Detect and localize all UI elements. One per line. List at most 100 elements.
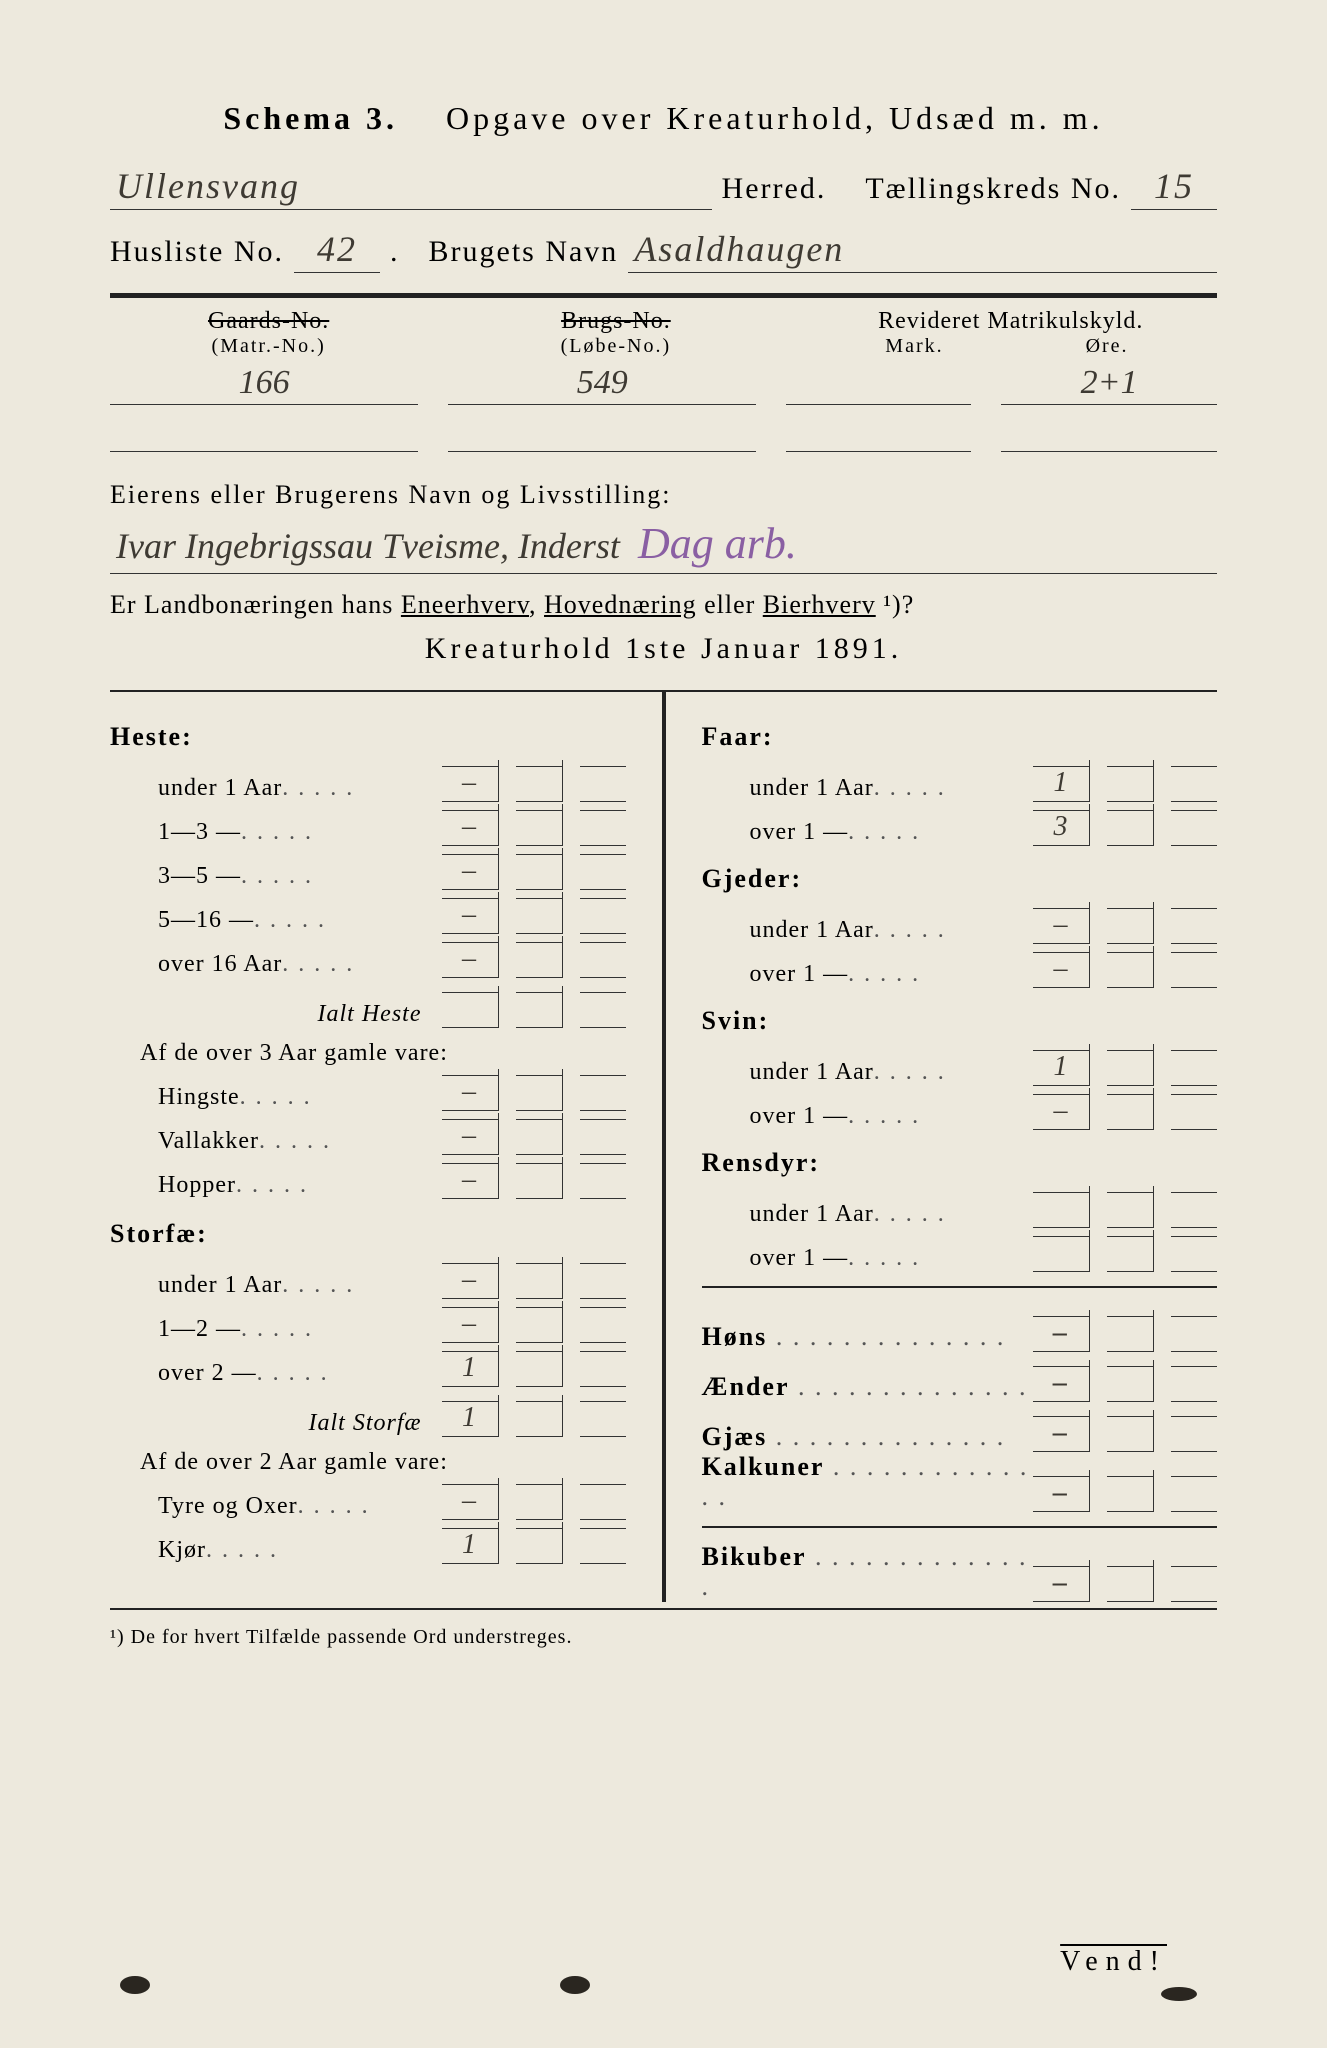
q-text-1: Er Landbonæringen hans	[110, 590, 401, 619]
heste-row-4-value: –	[442, 942, 498, 978]
simple-row-2-value: –	[1033, 1416, 1089, 1452]
owner-heading: Eierens eller Brugerens Navn og Livsstil…	[110, 480, 1217, 510]
rensdyr-row-1: over 1 —	[702, 1228, 1218, 1272]
heste-row-2: 3—5 — –	[110, 846, 626, 890]
footnote: ¹) De for hvert Tilfælde passende Ord un…	[110, 1626, 1217, 1649]
data-columns: Heste: under 1 Aar – 1—3 — – 3—5 — – 5—1…	[110, 690, 1217, 1602]
q-suffix: ¹)?	[883, 590, 914, 619]
husliste-label: Husliste No.	[110, 235, 284, 269]
divider-small	[702, 1286, 1218, 1288]
heste-row-1: 1—3 — –	[110, 802, 626, 846]
storfae-sub-row-1-label: Kjør	[110, 1537, 442, 1564]
owner-value: Ivar Ingebrigssau Tveisme, Inderst	[116, 525, 620, 567]
heste-sub-row-0-value: –	[442, 1075, 498, 1111]
simple-row-4-value: –	[1033, 1566, 1089, 1602]
svin-title: Svin:	[702, 1006, 1218, 1036]
simple-row-0-label: Høns	[702, 1322, 1034, 1352]
storfae-row-1-value: –	[442, 1307, 498, 1343]
storfae-total-row: Ialt Storfæ 1	[110, 1387, 626, 1437]
brugets-navn-value: Asaldhaugen	[628, 228, 1217, 273]
heste-sub-row-0: Hingste –	[110, 1067, 626, 1111]
kreaturhold-heading: Kreaturhold 1ste Januar 1891.	[110, 632, 1217, 666]
storfae-row-0: under 1 Aar –	[110, 1255, 626, 1299]
storfae-sub-row-0: Tyre og Oxer –	[110, 1476, 626, 1520]
schema-number: Schema 3.	[223, 100, 398, 136]
heste-row-0-value: –	[442, 766, 498, 802]
right-column: Faar: under 1 Aar 1 over 1 — 3 Gjeder: u…	[666, 692, 1218, 1602]
faar-row-0-value: 1	[1033, 766, 1089, 802]
rensdyr-row-0: under 1 Aar	[702, 1184, 1218, 1228]
gjeder-row-0-value: –	[1033, 908, 1089, 944]
storfae-row-0-label: under 1 Aar	[110, 1272, 442, 1299]
heste-row-3: 5—16 — –	[110, 890, 626, 934]
faar-row-1: over 1 — 3	[702, 802, 1218, 846]
matrikul-row-2	[110, 411, 1217, 452]
herred-label: Herred.	[722, 172, 827, 206]
simple-row-2: Gjæs –	[702, 1402, 1218, 1452]
heste-row-4: over 16 Aar –	[110, 934, 626, 978]
left-column: Heste: under 1 Aar – 1—3 — – 3—5 — – 5—1…	[110, 692, 662, 1602]
revideret-label: Revideret Matrikulskyld.	[805, 308, 1217, 335]
taellingskreds-label: Tællingskreds No.	[865, 172, 1121, 206]
gaards-no-label: Gaards-No.	[208, 308, 329, 334]
heste-sub-row-2: Hopper –	[110, 1155, 626, 1199]
mark-val-1	[786, 364, 971, 405]
opt-bierhverv: Bierhverv	[763, 590, 876, 619]
storfae-row-1: 1—2 — –	[110, 1299, 626, 1343]
gjeder-title: Gjeder:	[702, 864, 1218, 894]
matrikul-row-1: 166 549 2+1	[110, 364, 1217, 405]
storfae-sub-row-1-value: 1	[442, 1528, 498, 1564]
bottom-divider	[110, 1608, 1217, 1610]
heste-title: Heste:	[110, 722, 626, 752]
heste-row-3-label: 5—16 —	[110, 907, 442, 934]
header-block: Ullensvang Herred. Tællingskreds No. 15 …	[110, 165, 1217, 273]
brugs-val-1: 549	[448, 364, 756, 405]
ore-val-2	[1001, 411, 1217, 452]
taellingskreds-value: 15	[1131, 165, 1217, 210]
heste-row-3-value: –	[442, 898, 498, 934]
title-text: Opgave over Kreaturhold, Udsæd m. m.	[446, 100, 1104, 136]
storfae-row-0-value: –	[442, 1263, 498, 1299]
gjeder-row-0: under 1 Aar –	[702, 900, 1218, 944]
heste-row-2-value: –	[442, 854, 498, 890]
simple-row-1-label: Ænder	[702, 1372, 1034, 1402]
faar-row-1-value: 3	[1033, 810, 1089, 846]
heste-total-row: Ialt Heste	[110, 978, 626, 1028]
census-form-page: Schema 3. Opgave over Kreaturhold, Udsæd…	[0, 0, 1327, 2048]
form-title: Schema 3. Opgave over Kreaturhold, Udsæd…	[110, 100, 1217, 137]
svin-row-0-value: 1	[1033, 1050, 1089, 1086]
heste-row-4-label: over 16 Aar	[110, 951, 442, 978]
heste-sub-row-0-label: Hingste	[110, 1084, 442, 1111]
storfae-sub-row-0-label: Tyre og Oxer	[110, 1493, 442, 1520]
heste-sub-row-1-value: –	[442, 1119, 498, 1155]
storfae-sub-row-0-value: –	[442, 1484, 498, 1520]
heste-sub-heading: Af de over 3 Aar gamle vare:	[110, 1040, 626, 1067]
heste-sub-row-1-label: Vallakker	[110, 1128, 442, 1155]
opt-hovednaering: Hovednæring	[544, 590, 697, 619]
rensdyr-row-0-value	[1033, 1192, 1089, 1228]
simple-row-0: Høns –	[702, 1302, 1218, 1352]
heste-total-val	[442, 992, 498, 1028]
gaards-val-1: 166	[110, 364, 418, 405]
vend-label: Vend!	[1060, 1946, 1167, 1978]
simple-row-1: Ænder –	[702, 1352, 1218, 1402]
svin-row-1: over 1 — –	[702, 1086, 1218, 1130]
opt-eneerhverv: Eneerhverv	[401, 590, 529, 619]
owner-annotation: Dag arb.	[638, 518, 797, 569]
faar-row-1-label: over 1 —	[702, 819, 1034, 846]
heste-row-0: under 1 Aar –	[110, 758, 626, 802]
gjeder-row-1-value: –	[1033, 952, 1089, 988]
heste-total-label: Ialt Heste	[110, 1001, 442, 1028]
q-text-2: eller	[704, 590, 763, 619]
rensdyr-row-0-label: under 1 Aar	[702, 1201, 1034, 1228]
storfae-sub-heading: Af de over 2 Aar gamle vare:	[110, 1449, 626, 1476]
mark-val-2	[786, 411, 971, 452]
occupation-question: Er Landbonæringen hans Eneerhverv, Hoved…	[110, 590, 1217, 620]
simple-row-3-value: –	[1033, 1476, 1089, 1512]
rensdyr-row-1-label: over 1 —	[702, 1245, 1034, 1272]
gjeder-row-1: over 1 — –	[702, 944, 1218, 988]
heste-sub-row-2-label: Hopper	[110, 1172, 442, 1199]
svin-row-0-label: under 1 Aar	[702, 1059, 1034, 1086]
svin-row-1-label: over 1 —	[702, 1103, 1034, 1130]
simple-row-3: Kalkuner –	[702, 1452, 1218, 1512]
